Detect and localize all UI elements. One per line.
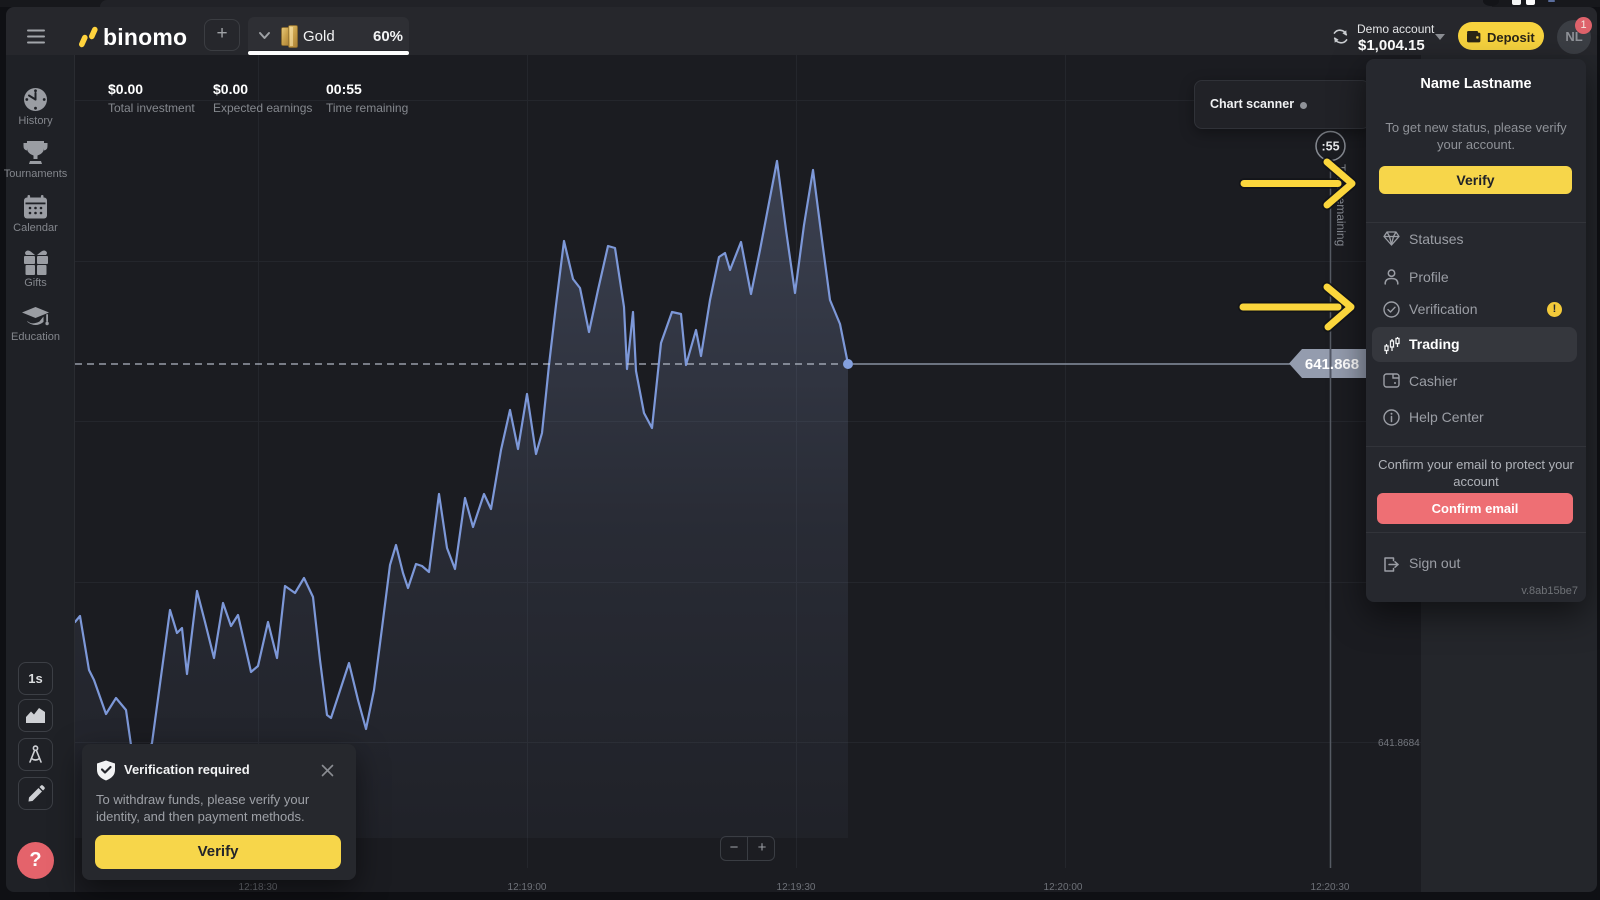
svg-text:12:18:30: 12:18:30 [239, 882, 278, 893]
svg-text:12:19:30: 12:19:30 [777, 882, 816, 893]
svg-text:12:19:00: 12:19:00 [508, 882, 547, 893]
svg-text:12:20:00: 12:20:00 [1044, 882, 1083, 893]
svg-text::55: :55 [1321, 140, 1339, 154]
svg-text:12:20:30: 12:20:30 [1311, 882, 1350, 893]
svg-text:641.8684: 641.8684 [1378, 738, 1420, 749]
svg-text:641.868: 641.868 [1305, 356, 1359, 373]
